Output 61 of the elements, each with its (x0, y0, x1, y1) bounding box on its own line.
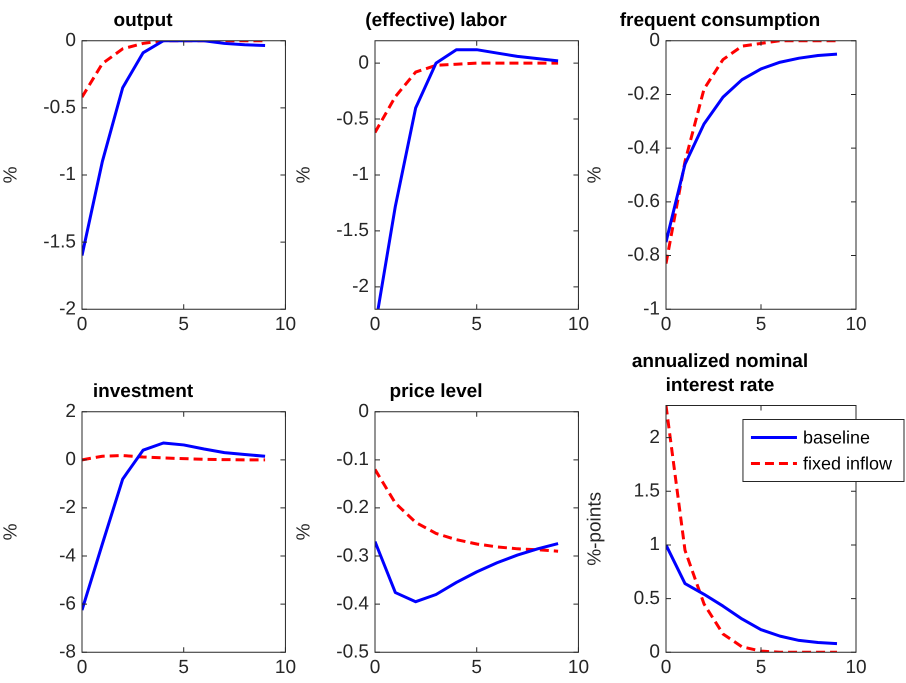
y-axis-title: % (294, 166, 315, 184)
y-tick-label: -0.5 (336, 641, 369, 662)
y-tick-label: -0.8 (627, 244, 660, 266)
y-tick-label: -1 (59, 164, 76, 186)
x-tick-label: 5 (471, 656, 482, 678)
legend-label: fixed inflow (802, 453, 893, 474)
x-tick-label: 10 (568, 314, 590, 335)
x-tick-label: 10 (845, 656, 867, 678)
chart-title: annualized nominal interest rate (632, 351, 808, 396)
y-tick-label: -1 (643, 298, 660, 320)
y-tick-label: 0 (649, 30, 660, 51)
y-tick-label: 0 (358, 52, 369, 74)
y-axis-title: %-points (584, 492, 606, 566)
y-tick-label: -0.6 (627, 191, 660, 212)
y-tick-label: -0.4 (336, 593, 370, 614)
y-tick-label: -1 (352, 164, 369, 186)
y-tick-label: -0.2 (336, 497, 369, 518)
y-tick-label: 2 (65, 400, 76, 422)
y-tick-label: -8 (59, 641, 76, 662)
chart-title: investment (92, 381, 194, 402)
y-tick-label: -2 (352, 276, 369, 298)
y-tick-label: -0.3 (336, 545, 369, 566)
x-tick-label: 5 (756, 314, 766, 335)
line-series (375, 468, 560, 553)
y-tick-label: 1 (649, 534, 660, 556)
y-axis-title: % (584, 166, 606, 184)
x-tick-label: 10 (845, 314, 867, 335)
chart-title: (effective) labor (365, 10, 508, 32)
y-tick-label: -0.5 (336, 108, 369, 130)
y-axis-title: % (0, 166, 22, 184)
y-tick-label: -4 (59, 545, 76, 566)
y-tick-label: -1.5 (43, 231, 76, 252)
y-tick-label: -0.1 (336, 449, 369, 470)
x-tick-label: 5 (178, 656, 190, 678)
legend-label: baseline (802, 427, 870, 448)
y-tick-label: -2 (59, 298, 76, 320)
chart-title: frequent consumption (620, 10, 820, 32)
chart-title: output (113, 10, 174, 32)
y-tick-label: -0.4 (627, 137, 660, 158)
y-tick-label: -0.5 (43, 97, 76, 118)
y-tick-label: -1.5 (336, 220, 369, 242)
y-tick-label: 0 (358, 400, 369, 422)
x-tick-label: 5 (471, 314, 482, 335)
x-tick-label: 10 (274, 314, 296, 335)
y-tick-label: 1.5 (634, 480, 660, 502)
x-tick-label: 10 (274, 656, 296, 678)
y-tick-label: -2 (59, 497, 76, 518)
y-axis-title: % (294, 523, 315, 540)
y-axis-title: % (0, 523, 22, 540)
y-tick-label: 0.5 (634, 588, 660, 609)
y-tick-label: 0 (65, 30, 76, 51)
chart-title: price level (390, 381, 482, 402)
y-tick-label: -6 (59, 593, 76, 614)
y-tick-label: 2 (649, 426, 660, 448)
line-series (375, 62, 560, 134)
y-tick-label: -0.2 (627, 84, 660, 105)
y-tick-label: 0 (65, 449, 76, 470)
x-tick-label: 10 (568, 656, 590, 678)
x-tick-label: 5 (178, 314, 190, 335)
x-tick-label: 5 (756, 656, 766, 678)
y-tick-label: 0 (649, 641, 660, 662)
